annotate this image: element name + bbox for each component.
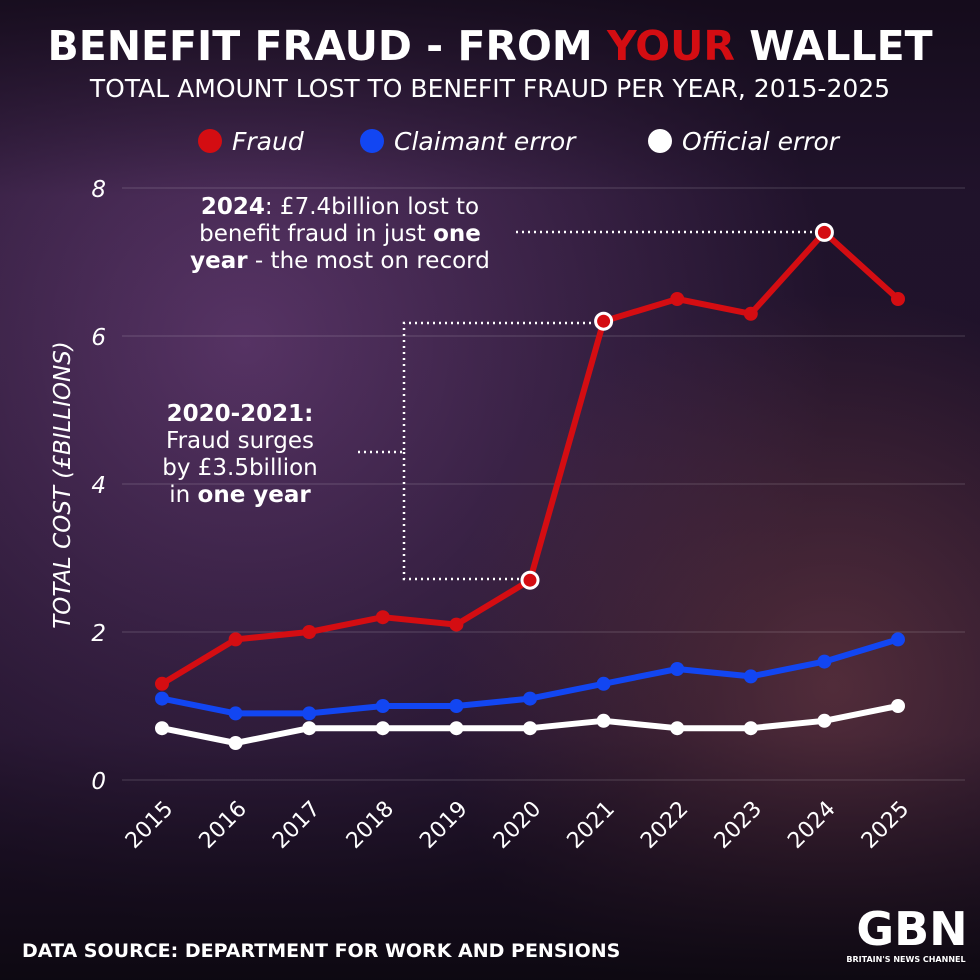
highlight-point xyxy=(520,570,540,590)
y-tick-label: 8 xyxy=(91,177,106,203)
annotation: Fraud surges xyxy=(166,428,314,454)
annotation-text: one xyxy=(433,221,481,247)
legend-label: Fraud xyxy=(232,127,304,156)
data-point xyxy=(523,721,537,736)
annotation-text: benefit fraud in just xyxy=(199,221,433,247)
annotation: benefit fraud in just one xyxy=(199,221,481,247)
data-point xyxy=(155,676,169,691)
data-point xyxy=(302,706,317,721)
annotation: 2020-2021: xyxy=(167,401,314,427)
annotation-text: one year xyxy=(198,482,312,508)
y-tick-label: 0 xyxy=(91,769,106,795)
legend-label: Claimant error xyxy=(394,127,577,156)
data-point xyxy=(670,721,685,736)
data-point xyxy=(891,699,905,713)
annotation-text: 2024 xyxy=(201,194,265,220)
annotation: year - the most on record xyxy=(190,248,490,274)
annotation-text: 2020-2021: xyxy=(167,401,314,427)
y-tick-label: 2 xyxy=(91,621,106,647)
data-point xyxy=(817,713,832,728)
logo: GBN xyxy=(856,902,967,956)
data-point xyxy=(743,306,758,321)
highlight-point xyxy=(594,311,614,331)
data-point xyxy=(228,736,243,750)
title-highlight: YOUR xyxy=(606,22,735,70)
data-point xyxy=(228,706,243,721)
chart-subtitle: TOTAL AMOUNT LOST TO BENEFIT FRAUD PER Y… xyxy=(89,74,890,103)
data-point xyxy=(891,632,905,647)
annotation-text: - the most on record xyxy=(248,248,490,274)
legend-label: Official error xyxy=(682,127,841,156)
source: DATA SOURCE: DEPARTMENT FOR WORK AND PEN… xyxy=(22,940,620,962)
data-point xyxy=(155,721,169,736)
data-point xyxy=(228,632,243,647)
data-point xyxy=(523,691,537,706)
annotation: in one year xyxy=(169,482,311,508)
annotation-text: Fraud surges xyxy=(166,428,314,454)
annotation-text: by £3.5billion xyxy=(162,455,318,481)
data-point xyxy=(375,721,390,736)
annotation-text: year xyxy=(190,248,248,274)
data-point xyxy=(449,699,464,713)
logo-tagline: BRITAIN'S NEWS CHANNEL xyxy=(846,955,965,964)
annotation-text: : £7.4billion lost to xyxy=(265,194,479,220)
annotation: by £3.5billion xyxy=(162,455,318,481)
annotation-text: in xyxy=(169,482,197,508)
data-point xyxy=(891,292,905,306)
legend-marker xyxy=(198,129,222,153)
data-point xyxy=(375,699,390,713)
y-tick-label: 6 xyxy=(91,325,106,351)
data-point xyxy=(670,662,685,676)
chart-title: BENEFIT FRAUD - FROM YOUR WALLET xyxy=(47,22,932,70)
data-point xyxy=(817,654,832,669)
y-axis-label: TOTAL COST (£BILLIONS) xyxy=(50,341,76,629)
data-point xyxy=(596,676,611,691)
data-point xyxy=(670,292,685,306)
data-point xyxy=(155,691,169,706)
title-part: BENEFIT FRAUD - FROM xyxy=(47,22,592,70)
data-point xyxy=(449,617,464,632)
title-part: WALLET xyxy=(749,22,932,70)
data-point xyxy=(743,721,758,736)
annotation-connector xyxy=(358,321,604,581)
data-point xyxy=(743,669,758,684)
data-point xyxy=(449,721,464,736)
annotation: 2024: £7.4billion lost to xyxy=(201,194,479,220)
data-point xyxy=(375,610,390,625)
legend-marker xyxy=(360,129,384,153)
y-tick-label: 4 xyxy=(91,473,106,499)
highlight-point xyxy=(814,222,834,242)
legend-marker xyxy=(648,129,672,153)
data-point xyxy=(302,721,317,736)
data-point xyxy=(596,713,611,728)
data-point xyxy=(302,625,317,639)
